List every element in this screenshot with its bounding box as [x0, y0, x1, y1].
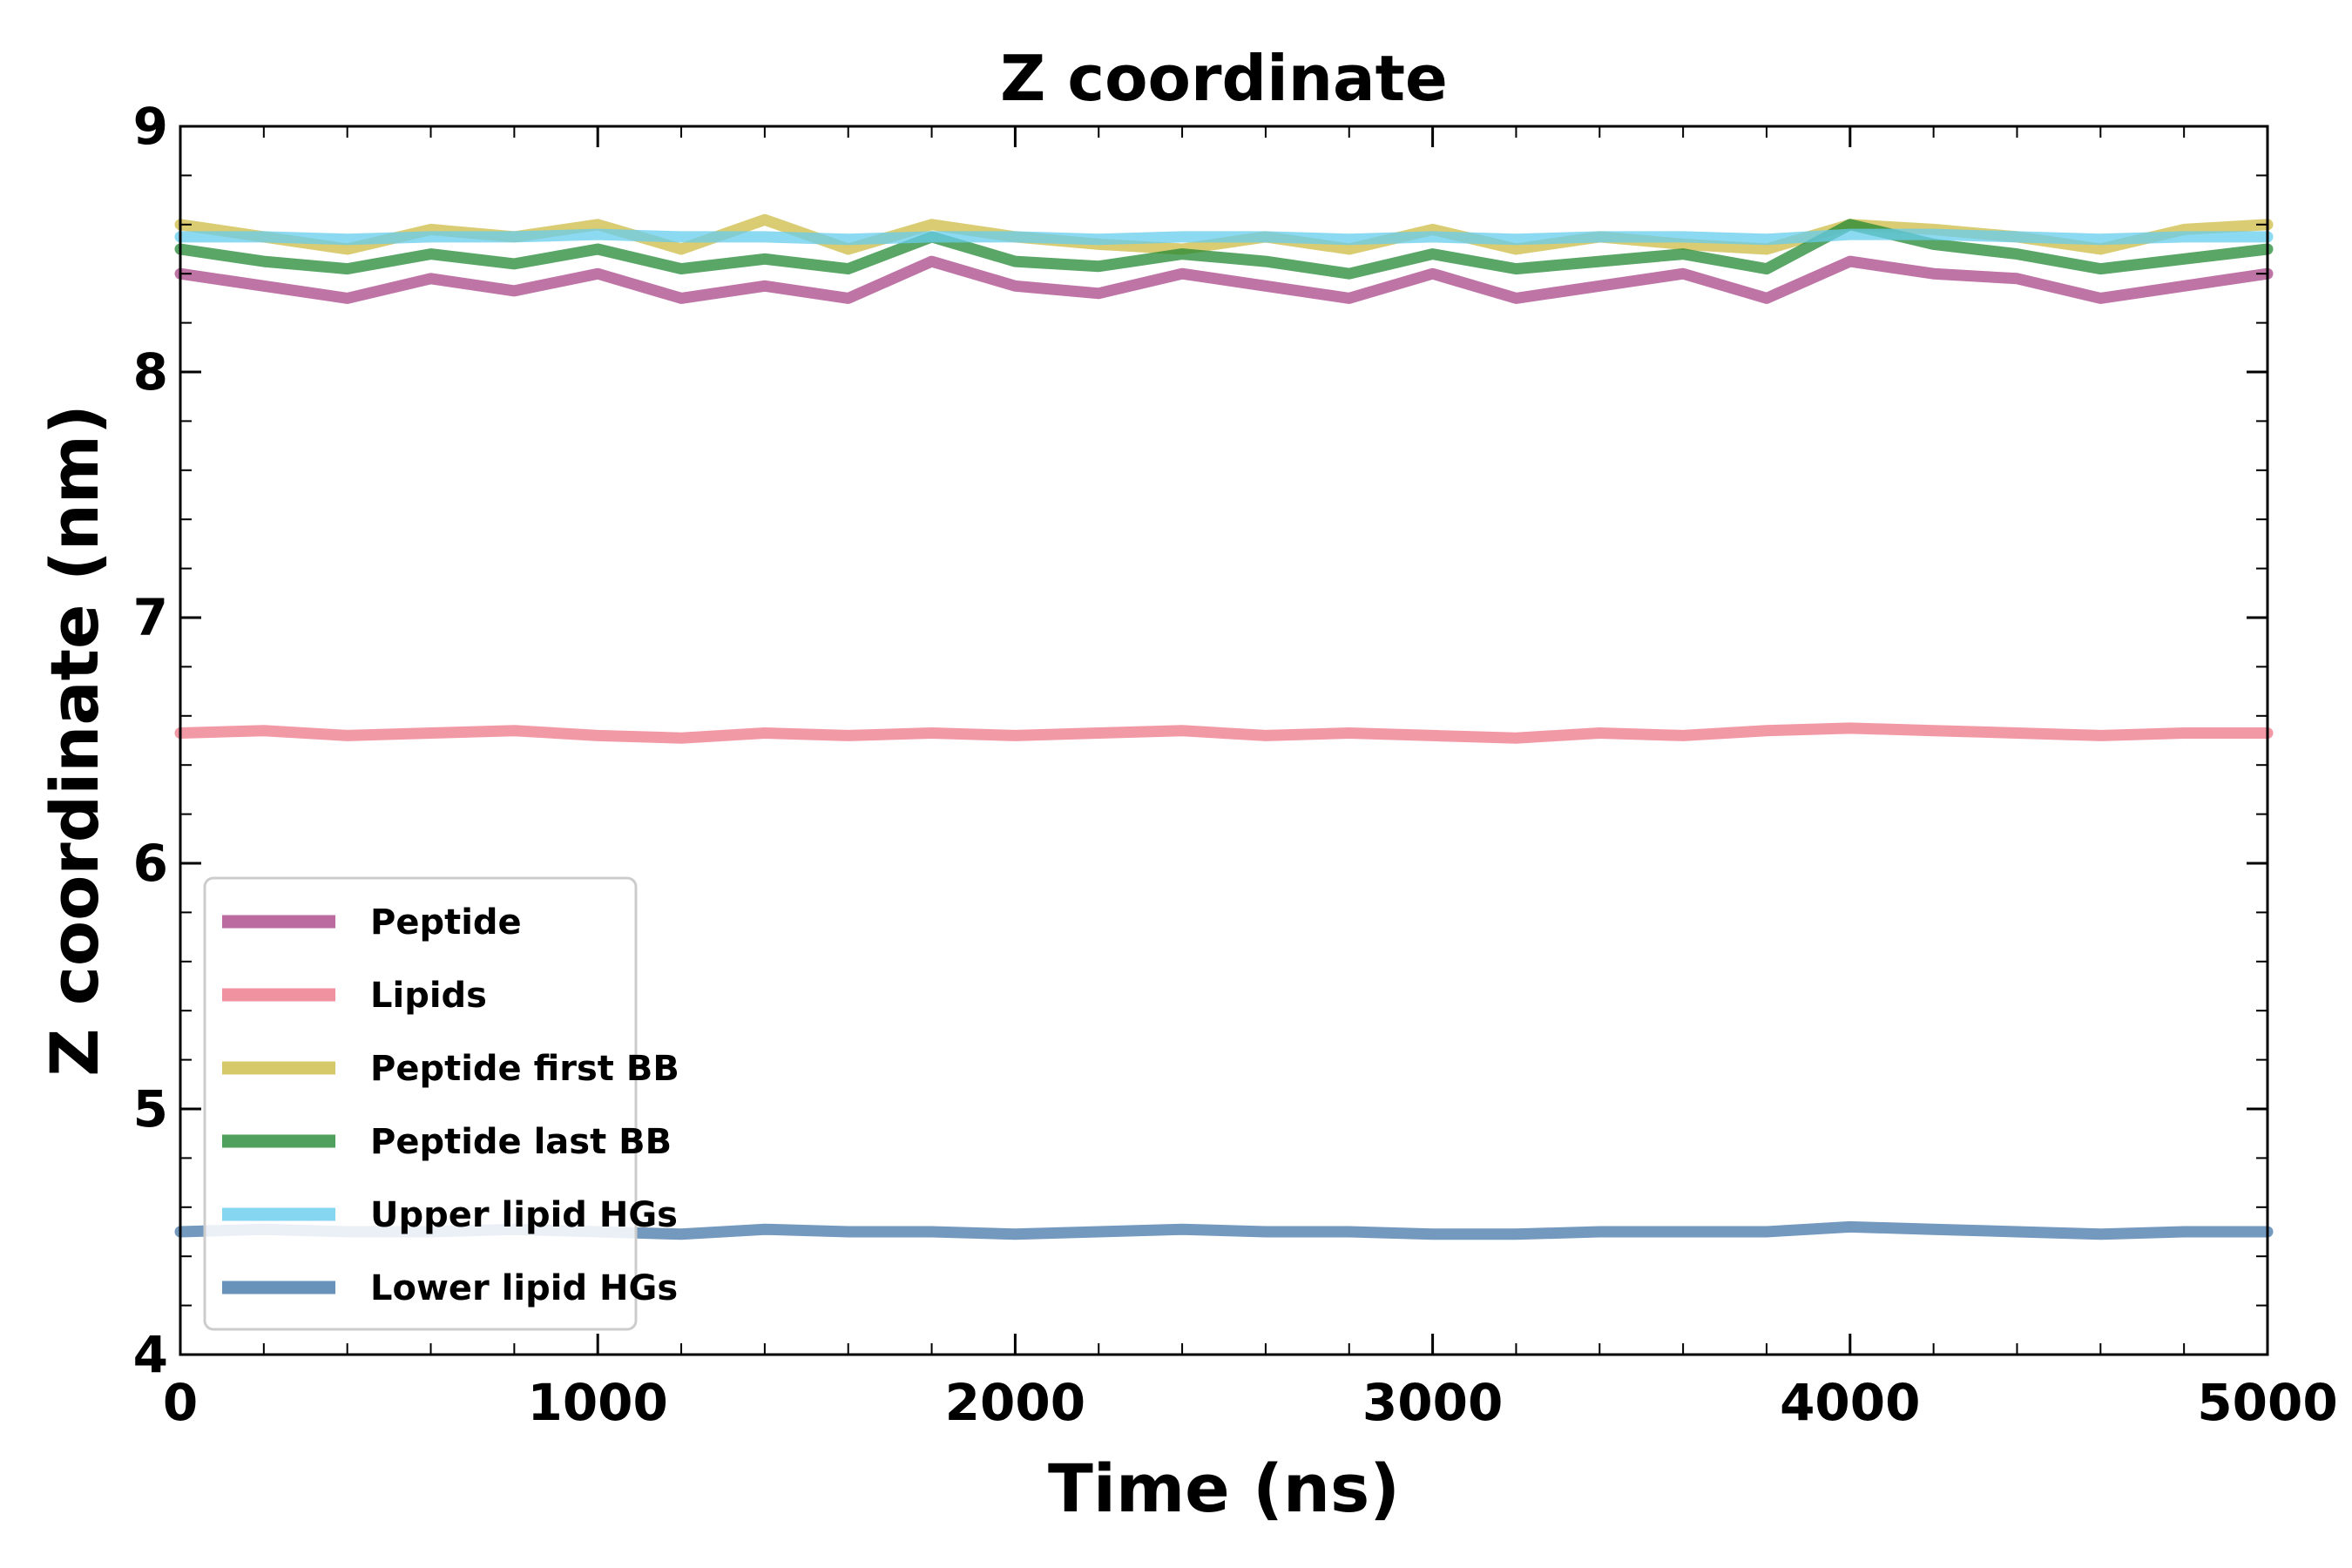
x-tick-label: 3000	[1362, 1373, 1503, 1432]
plot-frame	[179, 125, 2269, 1356]
x-tick-label: 5000	[2197, 1373, 2337, 1432]
legend-label-upper_hg: Upper lipid HGs	[370, 1195, 678, 1235]
series-line-peptide	[174, 255, 2274, 304]
x-tick-label: 2000	[945, 1373, 1085, 1432]
x-tick-label: 0	[163, 1373, 198, 1432]
y-tick-label: 5	[133, 1079, 168, 1139]
legend-items: Peptide Lipids Peptide first BB Peptide las…	[222, 902, 679, 1308]
series-line-upper_hg	[174, 228, 2274, 246]
series-line-lipids	[174, 722, 2274, 744]
legend-label-lower_hg: Lower lipid HGs	[370, 1268, 678, 1308]
y-tick-label: 7	[133, 588, 168, 647]
y-tick-label: 6	[133, 834, 168, 893]
legend-label-last_bb: Peptide last BB	[370, 1122, 672, 1162]
legend: Peptide Lipids Peptide first BB Peptide las…	[203, 876, 679, 1331]
legend-label-first_bb: Peptide first BB	[370, 1049, 679, 1089]
legend-label-lipids: Lipids	[370, 976, 487, 1016]
legend-label-peptide: Peptide	[370, 902, 522, 943]
x-tick-label: 4000	[1780, 1373, 1920, 1432]
legend-box	[203, 876, 638, 1331]
y-tick-label: 8	[133, 342, 168, 402]
y-axis-label: Z coordinate (nm)	[36, 404, 113, 1076]
chart-title: Z coordinate	[1000, 42, 1448, 115]
x-axis-label: Time (ns)	[1048, 1450, 1400, 1527]
series-line-last_bb	[174, 219, 2274, 280]
ticks-layer: 0 1000 2000 3000 4000 5000 4 5 6 7 8 9	[133, 97, 2338, 1432]
x-tick-label: 1000	[527, 1373, 667, 1432]
y-tick-label: 4	[133, 1325, 168, 1384]
y-tick-label: 9	[133, 97, 168, 156]
